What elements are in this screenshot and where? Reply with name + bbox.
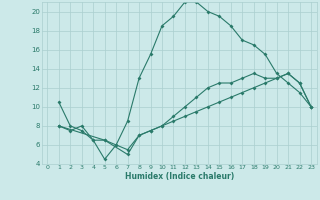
X-axis label: Humidex (Indice chaleur): Humidex (Indice chaleur) xyxy=(124,172,234,181)
